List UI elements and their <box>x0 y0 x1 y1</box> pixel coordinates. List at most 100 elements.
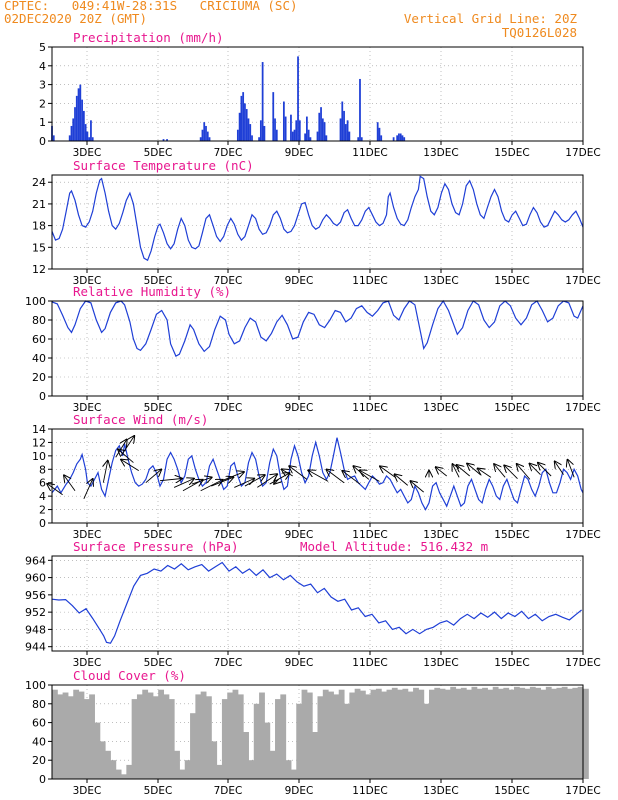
x-tick-label: 9DEC <box>285 147 314 159</box>
precip-bar <box>396 135 399 141</box>
precip-bar <box>343 110 345 141</box>
wind-vector <box>282 469 293 476</box>
cloud-bar <box>179 769 186 779</box>
wind-vector <box>530 464 541 475</box>
y-tick-label: 952 <box>25 606 46 619</box>
precip-bar <box>86 131 89 141</box>
cloud-bar <box>344 703 350 779</box>
cloud-bar <box>365 694 372 779</box>
x-tick-label: 7DEC <box>214 275 243 287</box>
cloud-bar <box>253 703 260 779</box>
y-tick-label: 5 <box>39 41 46 54</box>
cloud-bar <box>370 689 377 779</box>
precip-bar <box>166 139 168 141</box>
precip-bar <box>341 101 344 141</box>
cloud-bar <box>429 689 435 779</box>
x-tick-label: 11DEC <box>352 785 387 797</box>
cloud-bar <box>413 687 419 779</box>
wind-vector <box>538 463 552 477</box>
cloud-bar <box>73 689 80 779</box>
y-tick-label: 2 <box>39 97 46 110</box>
wind-vector <box>411 481 424 493</box>
panel-title: Cloud Cover (%) <box>73 668 186 683</box>
cloud-bar <box>503 687 510 779</box>
series-line <box>51 561 582 644</box>
x-tick-label: 11DEC <box>352 402 387 414</box>
cloud-bar <box>338 689 345 779</box>
precip-bar <box>360 137 363 141</box>
cloud-bar <box>391 687 398 779</box>
cloud-bar <box>482 687 488 779</box>
y-tick-label: 4 <box>39 60 46 73</box>
x-tick-label: 7DEC <box>214 402 243 414</box>
x-tick-label: 15DEC <box>494 785 529 797</box>
y-tick-label: 948 <box>25 623 46 636</box>
cloud-bar <box>221 699 228 779</box>
cloud-bar <box>513 686 520 779</box>
cloud-bar <box>184 760 191 779</box>
cloud-bar <box>131 699 138 779</box>
cloud-bar <box>78 691 85 779</box>
precip-bar <box>70 125 73 141</box>
y-tick-label: 100 <box>25 295 46 308</box>
precip-bar <box>380 135 383 141</box>
panel-frame <box>51 555 584 652</box>
precip-bar <box>339 118 342 141</box>
wind-vector <box>555 461 564 475</box>
y-tick-label: 2 <box>39 504 46 517</box>
cloud-bar <box>545 686 552 779</box>
precip-bar <box>321 118 324 141</box>
x-tick-label: 17DEC <box>565 785 600 797</box>
precip-bar <box>236 129 239 141</box>
cloud-bar <box>105 750 111 779</box>
wind-vector <box>211 477 233 487</box>
cloud-bar <box>312 732 318 779</box>
wind-vector <box>47 484 63 496</box>
x-tick-label: 3DEC <box>73 657 102 669</box>
y-tick-label: 80 <box>32 698 46 711</box>
panel-5: Surface Pressure (hPa) Model Altitude: 51… <box>25 539 601 669</box>
precip-bar <box>323 122 326 141</box>
x-tick-label: 15DEC <box>494 529 529 541</box>
y-tick-label: 60 <box>32 333 46 346</box>
precip-bar <box>290 114 292 141</box>
cloud-bar <box>248 760 255 779</box>
cloud-bar <box>115 769 122 779</box>
wind-vector <box>289 466 308 480</box>
precip-bar <box>72 118 75 141</box>
precip-bar <box>398 133 400 141</box>
wind-vector <box>360 470 380 482</box>
y-tick-label: 100 <box>25 679 46 692</box>
precip-bar <box>307 129 310 141</box>
wind-vector <box>478 469 492 478</box>
x-tick-label: 17DEC <box>565 402 600 414</box>
cloud-bar <box>551 688 557 779</box>
precip-bar <box>84 124 87 141</box>
location-label: CPTEC: 049:41W-28:31S CRICIUMA (SC) <box>4 0 298 13</box>
precip-bar <box>258 137 260 141</box>
x-tick-label: 5DEC <box>144 529 173 541</box>
x-tick-label: 9DEC <box>285 275 314 287</box>
cloud-bar <box>460 687 467 779</box>
precip-bar <box>263 125 266 141</box>
wind-vector <box>83 479 93 500</box>
cloud-bar <box>508 689 515 779</box>
cloud-bar <box>556 687 563 779</box>
precip-bar <box>90 120 92 141</box>
cloud-bar <box>290 769 297 779</box>
wind-vector <box>436 467 447 477</box>
x-tick-label: 7DEC <box>214 785 243 797</box>
precip-bar <box>282 101 285 141</box>
cloud-bar <box>487 689 494 779</box>
y-tick-label: 6 <box>39 477 46 490</box>
cloud-bar <box>62 692 69 779</box>
panel-frame <box>51 684 584 780</box>
x-tick-label: 5DEC <box>144 147 173 159</box>
cloud-bar <box>121 774 127 779</box>
y-tick-label: 40 <box>32 352 46 365</box>
x-tick-label: 17DEC <box>565 529 600 541</box>
y-tick-label: 14 <box>32 423 46 436</box>
cloud-bar <box>269 750 276 779</box>
precip-bar <box>348 131 351 141</box>
x-tick-label: 15DEC <box>494 147 529 159</box>
